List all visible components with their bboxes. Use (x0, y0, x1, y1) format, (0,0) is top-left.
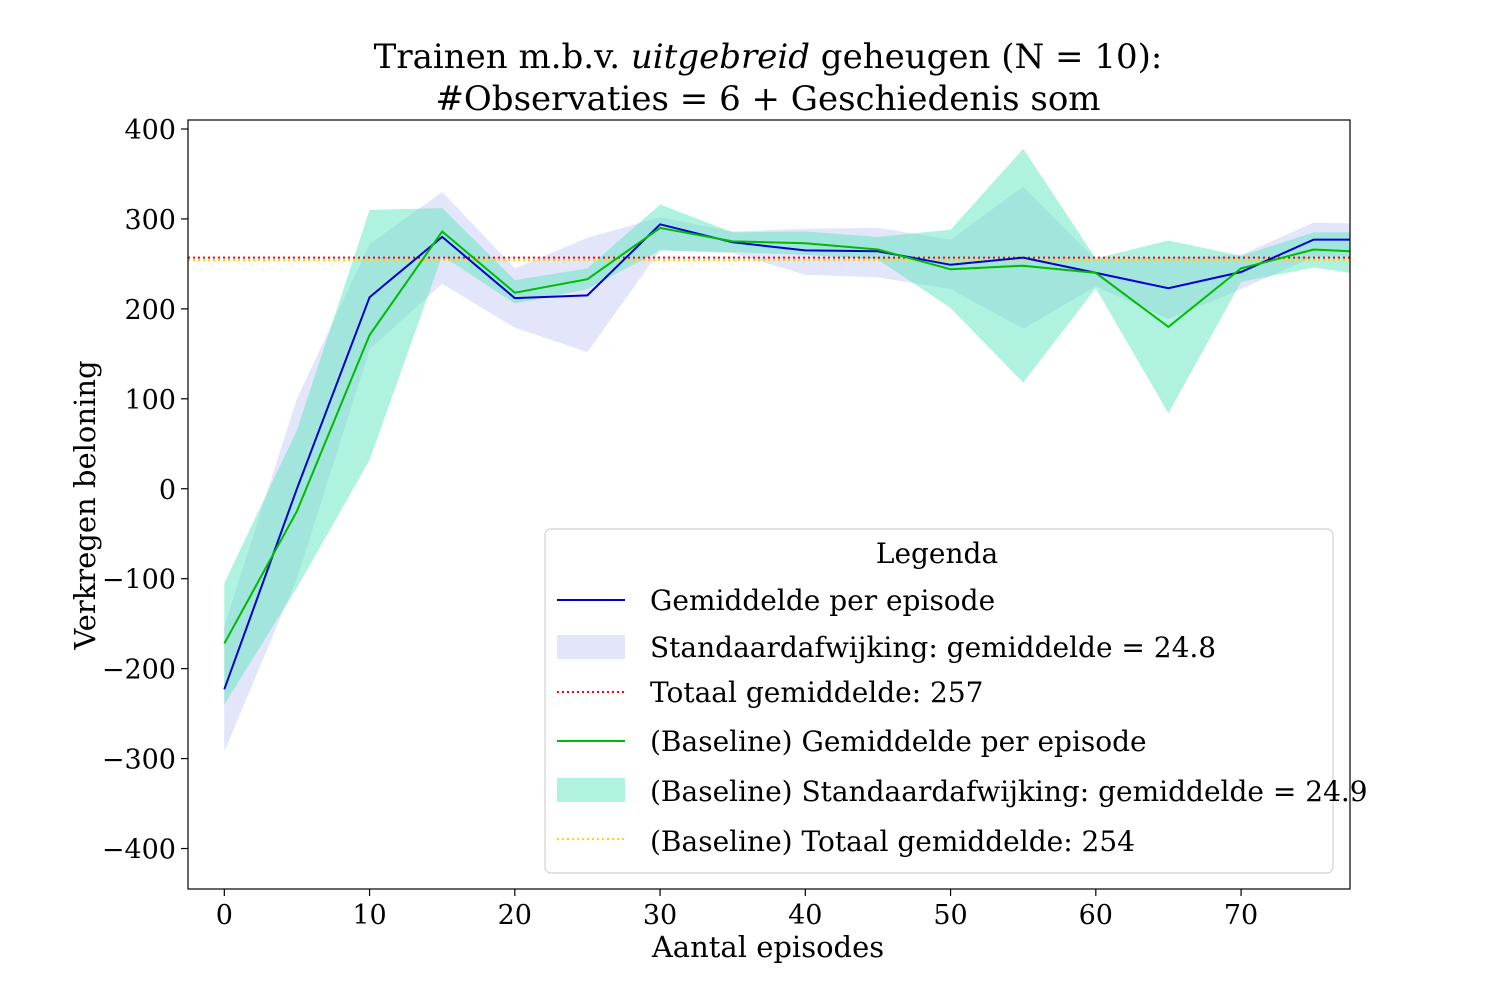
legend-label-baseline-total-mean: (Baseline) Totaal gemiddelde: 254 (650, 825, 1135, 858)
x-tick-label: 30 (643, 900, 677, 931)
x-tick-label: 20 (498, 900, 532, 931)
x-ticks: 0 10 20 30 40 50 60 70 (216, 889, 1258, 931)
x-tick-label: 0 (216, 900, 233, 931)
y-tick-label: −300 (102, 745, 176, 776)
bands-layer (224, 148, 1350, 752)
hlines-layer (188, 256, 1350, 262)
x-tick-label: 10 (352, 900, 386, 931)
series-line-baseline-gemiddelde-per-episode (223, 226, 1351, 644)
legend-box (544, 528, 1334, 874)
legend-title: Legenda (876, 537, 998, 570)
legend-label-baseline-mean: (Baseline) Gemiddelde per episode (650, 725, 1147, 758)
legend-swatch-std (557, 635, 625, 659)
y-tick-label: −400 (102, 835, 176, 866)
y-tick-label: 0 (159, 475, 176, 506)
band-baseline-standaardafwijking-gemiddelde-24-9 (224, 148, 1350, 705)
x-tick-label: 70 (1224, 900, 1258, 931)
series-line-gemiddelde-per-episode (223, 223, 1350, 690)
lines-layer (223, 223, 1351, 690)
legend-label-baseline-std: (Baseline) Standaardafwijking: gemiddeld… (650, 775, 1368, 808)
y-ticks: 400 300 200 100 0 −100 −200 −300 −400 (102, 115, 188, 866)
y-axis-label: Verkregen beloning (68, 360, 102, 650)
legend-swatch-baseline-std (557, 778, 625, 802)
x-tick-label: 50 (933, 900, 967, 931)
legend-label-total-mean: Totaal gemiddelde: 257 (650, 676, 984, 709)
x-tick-label: 40 (788, 900, 822, 931)
chart-title-line1: Trainen m.b.v. uitgebreid geheugen (N = … (374, 37, 1163, 77)
y-tick-label: 200 (124, 295, 176, 326)
x-tick-label: 60 (1079, 900, 1113, 931)
legend-label-mean: Gemiddelde per episode (650, 584, 995, 617)
legend-label-std: Standaardafwijking: gemiddelde = 24.8 (650, 631, 1216, 664)
y-tick-label: −100 (102, 565, 176, 596)
plot-frame (187, 119, 1351, 890)
y-tick-label: 400 (124, 115, 176, 146)
chart-title-line2: #Observaties = 6 + Geschiedenis som (435, 79, 1100, 119)
y-tick-label: −200 (102, 655, 176, 686)
y-tick-label: 100 (124, 385, 176, 416)
x-axis-label: Aantal episodes (651, 930, 884, 964)
legend: Legenda Gemiddelde per episode Standaard… (544, 528, 1368, 874)
y-tick-label: 300 (124, 205, 176, 236)
